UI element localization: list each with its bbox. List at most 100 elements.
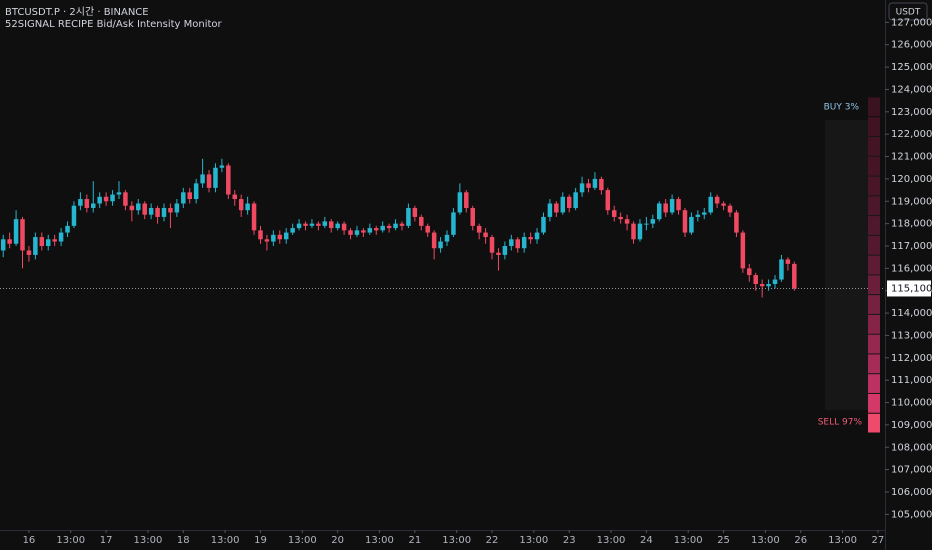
candle-body [740, 232, 746, 269]
candle-body [226, 165, 231, 195]
y-tick-label: 117,000.0 [891, 241, 932, 252]
candle-body [637, 223, 643, 240]
candle-body [335, 223, 340, 229]
candle-body [695, 214, 701, 217]
candle-body [438, 241, 443, 249]
candle-body [200, 174, 205, 184]
candle-body [168, 207, 173, 213]
candle-body [103, 196, 109, 202]
candle-body [232, 194, 238, 200]
candle-body [328, 221, 334, 229]
candle-body [264, 239, 270, 242]
candle-body [792, 263, 797, 289]
candle-body [348, 230, 353, 235]
candle-body [129, 205, 135, 211]
candle-body [489, 237, 495, 253]
candle-body [502, 245, 508, 255]
x-tick-label: 13:00 [134, 535, 163, 546]
candle-body [277, 234, 283, 240]
candle-body [136, 203, 141, 211]
candle-body [714, 196, 720, 204]
candle-body [367, 228, 373, 233]
candle-body [213, 167, 218, 188]
candle-body [341, 223, 347, 231]
candle-body [97, 196, 102, 204]
y-tick-label: 124,000.0 [891, 84, 932, 95]
candle-body [322, 221, 328, 226]
candle-body [624, 219, 630, 224]
candle-body [541, 216, 546, 233]
intensity-level [868, 176, 880, 196]
intensity-level [868, 413, 880, 433]
y-tick-label: 106,000.0 [891, 487, 932, 498]
candle-body [155, 207, 160, 217]
intensity-level [868, 97, 880, 117]
y-tick-label: 126,000.0 [891, 40, 932, 51]
y-tick-label: 108,000.0 [891, 442, 932, 453]
x-tick-label: 17 [100, 535, 113, 546]
current-price-box [887, 280, 931, 297]
x-tick-label: 16 [23, 535, 36, 546]
candle-body [374, 228, 379, 231]
candle-body [84, 199, 90, 208]
candle-body [7, 239, 12, 244]
candle-body [734, 212, 739, 233]
chart-subtitle: 52SIGNAL RECIPE Bid/Ask Intensity Monito… [5, 19, 223, 30]
x-tick-label: 13:00 [442, 535, 471, 546]
candle-body [631, 223, 636, 240]
candle-body [753, 275, 758, 285]
candle-body [599, 178, 604, 191]
sell-label: SELL 97% [818, 418, 863, 428]
intensity-level [868, 137, 880, 156]
candle-body [483, 232, 488, 238]
candle-body [682, 210, 688, 233]
intensity-level [868, 354, 880, 374]
intensity-level [868, 235, 880, 255]
candle-body [393, 223, 398, 229]
candle-body [412, 207, 418, 217]
y-tick-label: 105,000.0 [891, 509, 932, 520]
candle-body [251, 203, 257, 231]
candle-body [644, 223, 649, 225]
candle-body [772, 279, 778, 285]
y-tick-label: 112,000.0 [891, 353, 932, 364]
candle-body [65, 225, 70, 233]
candle-body [509, 239, 514, 246]
candle-body [611, 210, 617, 217]
candle-body [361, 230, 366, 233]
x-tick-label: 13:00 [519, 535, 548, 546]
y-tick-label: 116,000.0 [891, 263, 932, 274]
candle-body [451, 212, 456, 235]
candle-body [444, 234, 450, 242]
y-tick-label: 107,000.0 [891, 465, 932, 476]
intensity-level [868, 156, 880, 176]
y-tick-label: 127,000.0 [891, 17, 932, 28]
candle-body [464, 192, 469, 208]
candle-body [618, 216, 623, 220]
x-tick-label: 13:00 [674, 535, 703, 546]
x-tick-label: 13:00 [365, 535, 394, 546]
candle-body [766, 284, 771, 287]
intensity-level [868, 275, 880, 295]
x-tick-label: 13:00 [211, 535, 240, 546]
currency-box[interactable] [888, 2, 928, 21]
candle-body [116, 192, 122, 195]
candle-body [547, 203, 553, 217]
candle-body [592, 178, 598, 188]
candle-body [354, 230, 360, 235]
y-tick-label: 120,000.0 [891, 174, 932, 185]
candle-body [13, 219, 19, 244]
candle-body [45, 239, 51, 246]
candle-body [663, 203, 668, 213]
candle-body [605, 190, 611, 211]
candle-body [71, 205, 77, 226]
candle-body [123, 192, 128, 206]
candle-body [759, 284, 765, 287]
candle-body [296, 223, 302, 229]
candle-body [303, 223, 308, 226]
intensity-level [868, 295, 880, 314]
candle-body [290, 228, 295, 233]
